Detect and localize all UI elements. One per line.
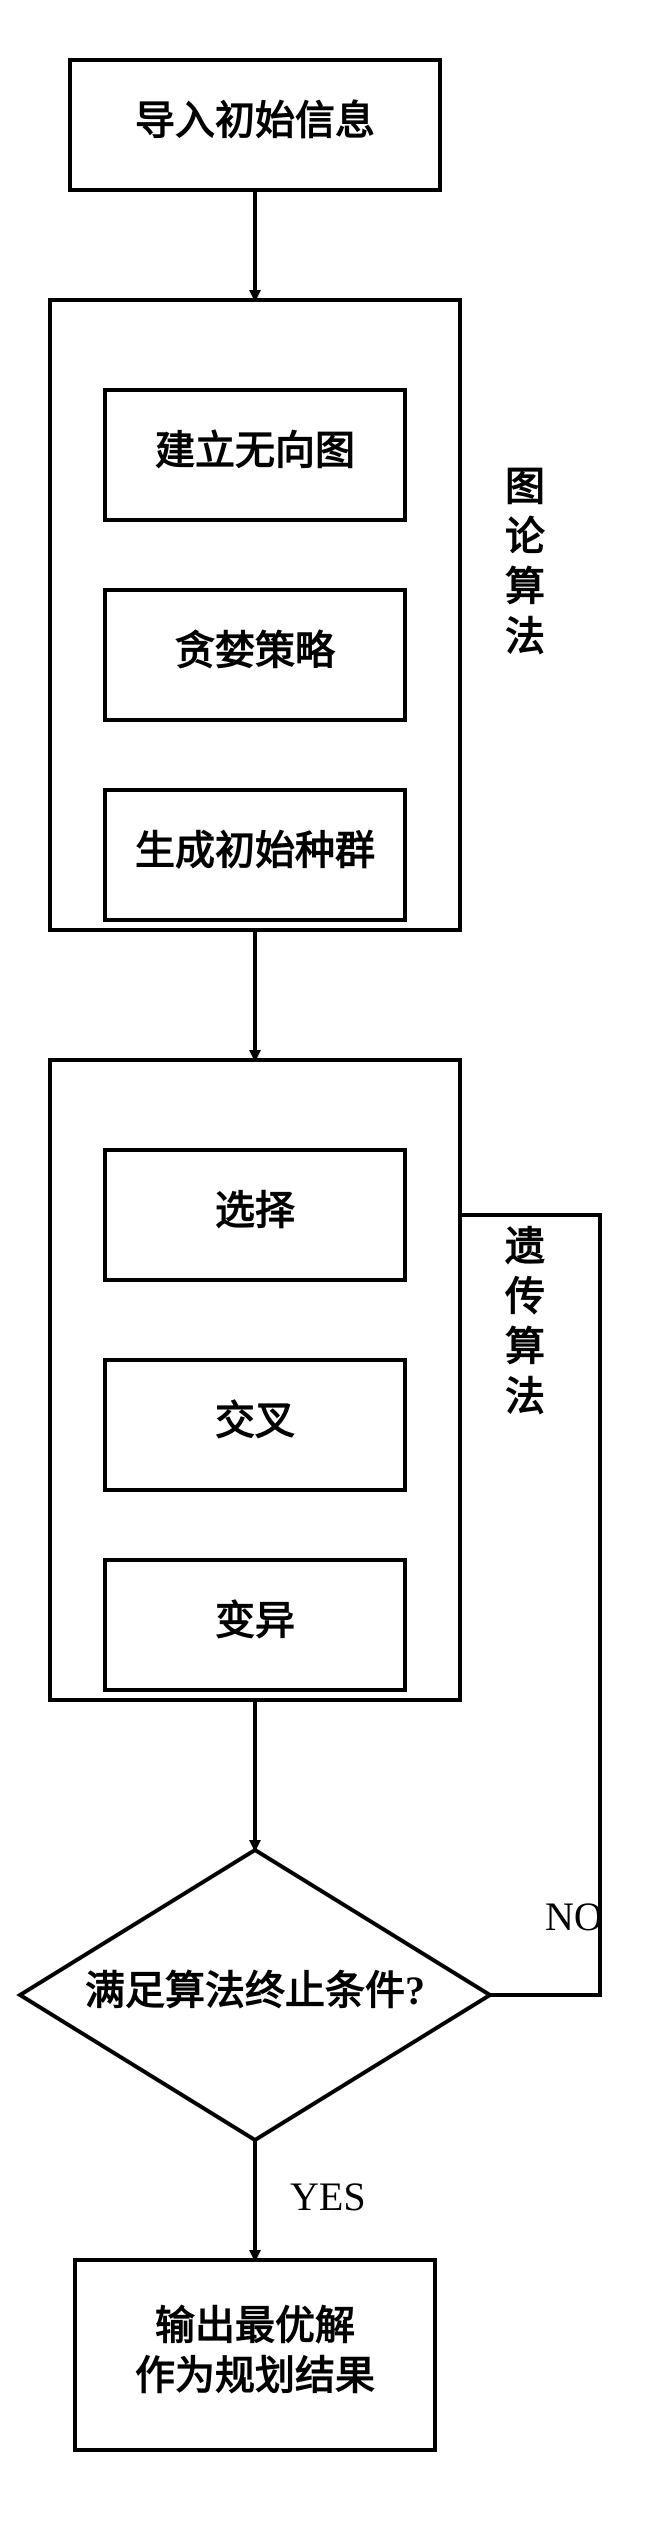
flow-node-label: 输出最优解	[155, 2303, 355, 2348]
flow-node-label: 建立无向图	[155, 428, 355, 473]
flow-edge-label: YES	[290, 2174, 366, 2219]
flow-node-label: 选择	[215, 1188, 296, 1233]
flow-node-label: 生成初始种群	[135, 828, 375, 873]
flow-node-label: 导入初始信息	[135, 98, 375, 143]
side-label-char: 论	[505, 514, 546, 559]
side-label-char: 算	[505, 564, 545, 609]
side-label-char: 法	[505, 1374, 545, 1419]
flow-node-label: 贪婪策略	[175, 628, 336, 673]
side-label-char: 传	[504, 1274, 545, 1319]
side-label-char: 法	[505, 614, 545, 659]
side-label-char: 图	[505, 464, 545, 509]
flow-node-label: 交叉	[215, 1398, 295, 1443]
flow-node-label: 作为规划结果	[135, 2353, 375, 2398]
side-label-char: 算	[505, 1324, 545, 1369]
side-label-char: 遗	[505, 1224, 545, 1269]
flow-node-label: 满足算法终止条件?	[85, 1968, 425, 2013]
flow-node-label: 变异	[215, 1598, 295, 1643]
flow-edge-label: NO	[545, 1894, 603, 1939]
